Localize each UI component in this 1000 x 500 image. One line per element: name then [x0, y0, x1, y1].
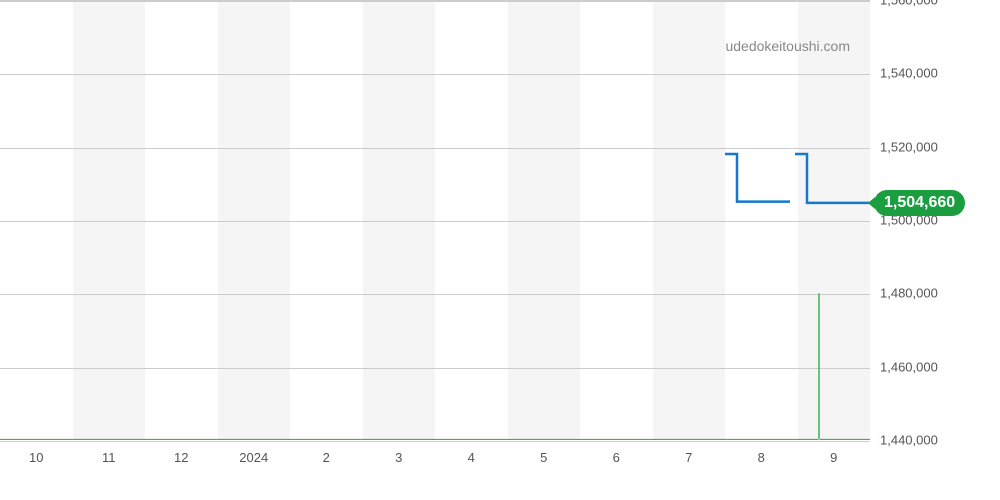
- y-tick-label: 1,460,000: [880, 359, 938, 374]
- x-tick-label: 8: [758, 450, 765, 465]
- x-tick-label: 2024: [239, 450, 268, 465]
- y-tick-label: 1,560,000: [880, 0, 938, 8]
- x-tick-label: 5: [540, 450, 547, 465]
- y-tick-label: 1,440,000: [880, 433, 938, 448]
- x-tick-label: 3: [395, 450, 402, 465]
- price-chart: 1,440,0001,460,0001,480,0001,500,0001,52…: [0, 0, 1000, 500]
- y-tick-label: 1,480,000: [880, 286, 938, 301]
- gridline: [0, 441, 870, 442]
- x-tick-label: 11: [102, 450, 116, 465]
- y-axis-labels: 1,440,0001,460,0001,480,0001,500,0001,52…: [880, 0, 960, 440]
- x-tick-label: 10: [29, 450, 43, 465]
- x-tick-label: 6: [613, 450, 620, 465]
- watermark: udedokeitoushi.com: [725, 38, 850, 54]
- x-axis-labels: 10 11 12 2024 2 3 4 5 6 7 8 9: [0, 450, 870, 480]
- chart-line: [725, 154, 790, 202]
- chart-line: [795, 154, 870, 203]
- x-tick-label: 4: [468, 450, 475, 465]
- y-tick-label: 1,540,000: [880, 66, 938, 81]
- chart-svg: [0, 0, 870, 440]
- current-price-badge: 1,504,660: [874, 190, 965, 216]
- x-tick-label: 12: [174, 450, 188, 465]
- y-tick-label: 1,520,000: [880, 139, 938, 154]
- x-tick-label: 7: [685, 450, 692, 465]
- x-tick-label: 2: [323, 450, 330, 465]
- x-tick-label: 9: [830, 450, 837, 465]
